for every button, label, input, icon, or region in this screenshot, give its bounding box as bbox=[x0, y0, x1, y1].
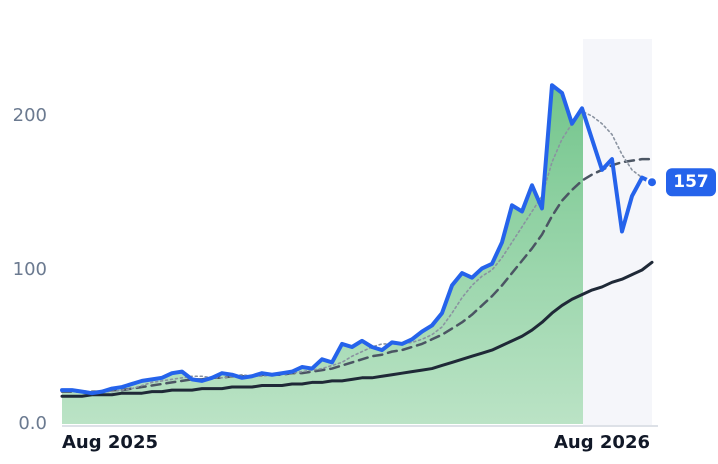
y-tick-label: 200 bbox=[13, 105, 47, 126]
x-tick-label: Aug 2026 bbox=[554, 432, 650, 453]
x-tick-label: Aug 2025 bbox=[62, 432, 158, 453]
price-line bbox=[60, 83, 654, 396]
y-tick-label: 100 bbox=[13, 259, 47, 280]
moving-average-line bbox=[61, 110, 653, 393]
last-point bbox=[646, 176, 658, 189]
moving-average-line bbox=[60, 157, 654, 393]
price-area bbox=[62, 85, 583, 424]
last-value-label: 157 bbox=[673, 172, 709, 192]
forecast-region bbox=[583, 39, 652, 425]
moving-average-line bbox=[60, 260, 654, 398]
y-tick-label: 0.0 bbox=[18, 413, 47, 434]
last-value-badge bbox=[666, 168, 716, 197]
